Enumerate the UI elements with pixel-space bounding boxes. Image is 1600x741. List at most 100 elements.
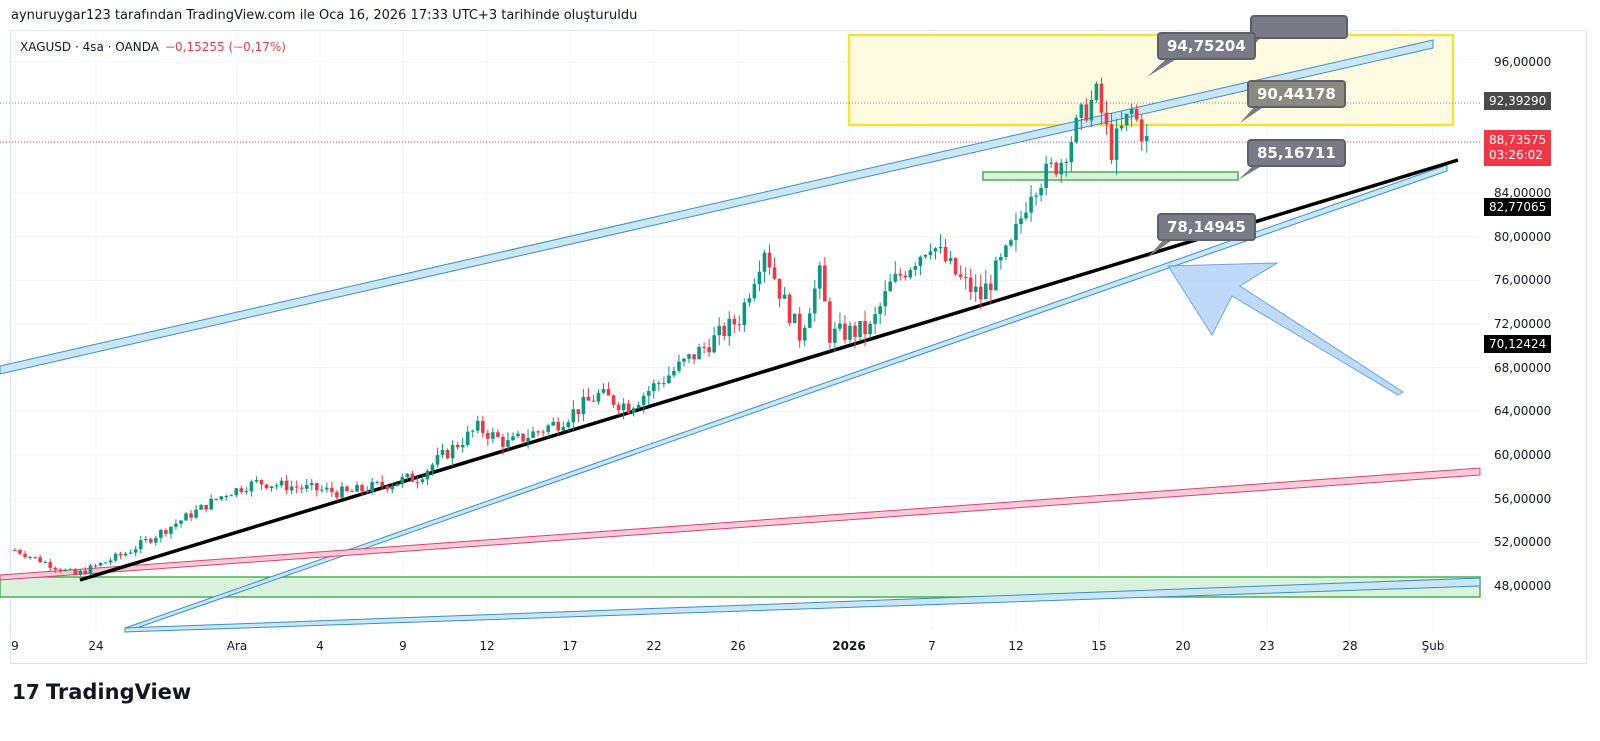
candle-body <box>174 523 178 527</box>
candle-body <box>73 569 78 575</box>
candle-body <box>667 375 671 384</box>
bottom-channel-line[interactable] <box>124 577 1481 633</box>
candle-body <box>1014 224 1018 241</box>
candle-body <box>229 495 234 497</box>
candle-body <box>722 325 727 337</box>
candle-body <box>254 479 259 482</box>
candle-body <box>284 480 289 491</box>
callout-85[interactable]: 85,16711 <box>1247 139 1346 167</box>
candle-body <box>179 520 183 524</box>
time-tick: 9 <box>399 639 407 653</box>
time-tick: 17 <box>562 639 578 653</box>
price-tick: 72,00000 <box>1494 317 1552 331</box>
price-tick: 84,00000 <box>1494 186 1552 200</box>
symbol-legend[interactable]: XAGUSD · 4sa · OANDA −0,15255 (−0,17%) <box>20 40 286 54</box>
candle-body <box>943 246 948 262</box>
candle-body <box>450 444 455 459</box>
candle-body <box>1054 162 1059 175</box>
candle-body <box>787 294 792 323</box>
bar-countdown: 03:26:02 <box>1489 148 1543 162</box>
chart-frame[interactable] <box>10 30 1587 664</box>
candle-body <box>732 318 737 325</box>
candle-body <box>23 553 27 558</box>
candle-body <box>224 496 229 498</box>
candle-body <box>591 400 596 402</box>
time-tick: 20 <box>1175 639 1191 653</box>
symbol-info: XAGUSD · 4sa · OANDA <box>20 40 159 54</box>
candle-body <box>169 526 173 534</box>
candle-body <box>983 283 988 300</box>
candle-body <box>1089 99 1094 121</box>
candle-body <box>662 383 666 385</box>
hidden-callout[interactable] <box>1250 15 1348 39</box>
candlesticks <box>13 77 1149 577</box>
candle-body <box>460 444 465 448</box>
candle-body <box>782 294 787 299</box>
candle-body <box>707 347 711 353</box>
candle-body <box>28 556 32 558</box>
candle-body <box>978 286 983 300</box>
candle-body <box>848 325 852 340</box>
candle-body <box>491 432 495 439</box>
candle-body <box>93 565 98 567</box>
candle-body <box>576 409 581 415</box>
candle-body <box>908 269 913 278</box>
blue-arrow-drawing[interactable] <box>1167 262 1404 396</box>
candle-body <box>1009 240 1013 246</box>
candle-body <box>63 569 68 572</box>
candle-body <box>445 450 450 459</box>
candle-body <box>928 251 933 256</box>
candle-body <box>375 481 379 483</box>
time-tick: 26 <box>730 639 746 653</box>
candle-body <box>244 491 249 493</box>
callout-94[interactable]: 94,75204 <box>1157 32 1256 60</box>
callout-90[interactable]: 90,44178 <box>1247 80 1346 108</box>
candle-body <box>103 562 108 564</box>
candle-body <box>430 464 435 471</box>
candle-body <box>531 431 535 438</box>
candle-body <box>274 485 279 487</box>
candle-body <box>113 553 118 561</box>
candle-body <box>1134 108 1139 120</box>
candle-body <box>350 491 354 493</box>
candle-body <box>843 323 847 340</box>
candle-body <box>611 395 616 405</box>
candle-body <box>184 513 188 521</box>
candle-body <box>98 562 103 566</box>
candle-body <box>596 392 601 402</box>
candle-body <box>83 570 88 575</box>
tradingview-logo[interactable]: 17 TradingView <box>12 680 191 704</box>
candle-body <box>621 403 626 410</box>
candle-body <box>435 454 440 465</box>
candle-body <box>138 540 143 550</box>
candle-body <box>264 484 269 489</box>
candle-body <box>812 288 817 314</box>
candle-body <box>807 313 812 328</box>
candle-body <box>506 440 510 447</box>
candle-body <box>38 557 42 563</box>
candle-body <box>159 530 163 538</box>
candle-body <box>818 265 822 289</box>
candle-body <box>772 267 777 279</box>
callout-78[interactable]: 78,14945 <box>1157 213 1256 241</box>
candle-body <box>546 425 550 432</box>
candle-body <box>43 562 47 564</box>
candle-body <box>601 389 606 393</box>
candle-body <box>682 358 686 362</box>
candle-body <box>325 487 329 490</box>
candle-body <box>737 324 742 326</box>
green-level-rectangle[interactable] <box>982 171 1239 181</box>
candle-body <box>1139 119 1144 142</box>
candle-body <box>511 436 515 441</box>
candle-body <box>1074 117 1079 143</box>
candle-body <box>697 347 701 360</box>
pink-trend-line[interactable] <box>0 467 1481 581</box>
candle-body <box>420 479 425 483</box>
time-tick: 7 <box>928 639 936 653</box>
candle-body <box>204 504 208 510</box>
candle-body <box>566 422 571 428</box>
candle-body <box>923 255 928 257</box>
candle-body <box>893 273 898 282</box>
high-price-badge: 92,39290 <box>1484 92 1552 110</box>
